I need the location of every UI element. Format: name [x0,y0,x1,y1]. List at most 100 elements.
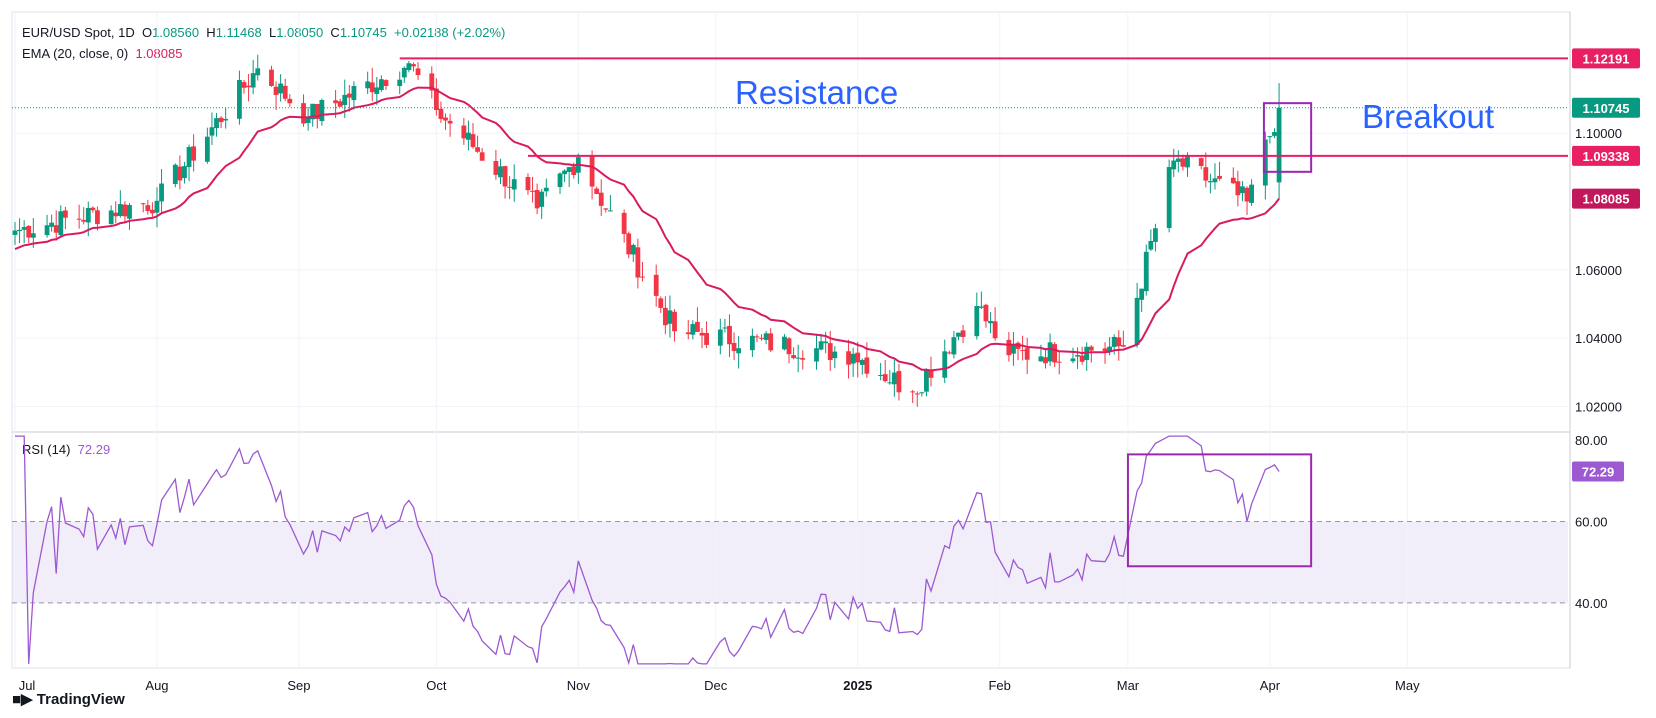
candle [246,85,251,88]
candle [685,332,691,335]
candle [919,392,925,394]
candle [1056,361,1062,363]
price-label: 1.12191 [1583,51,1630,66]
high-value: 1.11468 [215,25,262,40]
candle [653,274,659,296]
candle [461,125,467,139]
candle [782,336,787,350]
candle [273,86,279,95]
candle [942,351,948,378]
candle [1075,355,1080,357]
candle [379,79,384,90]
candle [924,370,929,392]
candle [255,68,261,76]
candle [846,351,851,365]
candle [30,233,36,238]
candle [594,188,600,194]
candle [699,332,705,336]
candle [1267,136,1273,138]
candle [754,336,760,338]
candle [1038,356,1044,362]
candle [1047,342,1053,362]
rsi-value-tag-label: 72.29 [1582,465,1615,480]
candle [479,152,485,161]
candle [397,79,403,86]
candle [433,88,439,110]
candle [1175,158,1181,162]
candle [26,225,32,238]
candle [1203,167,1209,181]
chart-header: EUR/USD Spot, 1D O1.08560 H1.11468 L1.08… [22,25,505,40]
candle [525,176,531,191]
x-tick-label: Dec [704,678,728,693]
tradingview-logo: ■▶ TradingView [12,690,125,708]
candle [250,73,256,88]
open-value: 1.08560 [152,25,200,40]
candle [1235,181,1241,196]
candle [447,120,453,124]
candle [507,186,513,188]
candle [1217,175,1222,179]
rsi-tick-label: 40.00 [1575,596,1608,611]
candle [443,117,448,121]
rsi-tick-label: 60.00 [1575,515,1608,530]
candle [791,355,796,359]
candle [127,205,132,219]
candle [76,218,82,220]
candle [145,205,151,212]
candle [1166,167,1172,229]
candle [333,100,338,104]
candles-layer [12,54,1282,407]
candle [690,324,696,335]
ema-value: 1.08085 [135,46,183,61]
x-tick-label: Apr [1260,678,1281,693]
open-label: O [141,25,153,40]
candle [117,204,123,216]
candle [154,200,160,213]
x-tick-label: Sep [287,678,310,693]
candle [626,233,632,255]
candle [1043,357,1048,364]
candle [287,98,293,104]
y-tick-label: 1.06000 [1575,263,1622,278]
rsi-tick-label: 80.00 [1575,433,1608,448]
candle [887,382,893,384]
candle [566,167,572,172]
candle [438,108,444,119]
candle [800,358,806,360]
candle [493,160,499,175]
candle [749,335,755,351]
candle [891,372,897,385]
symbol-title[interactable]: EUR/USD Spot, 1D [22,25,135,40]
candle [1171,160,1177,170]
candle [827,343,833,360]
candle [1139,288,1145,300]
high-label: H [206,25,216,40]
candle [534,189,540,209]
ema-legend[interactable]: EMA (20, close, 0) 1.08085 [22,46,182,61]
candle [1272,132,1277,136]
candle [983,304,989,322]
candle [182,166,187,179]
candle [530,190,535,192]
rsi-legend[interactable]: RSI (14) 72.29 [22,442,110,457]
candle [1249,184,1254,203]
candle [589,156,595,187]
candle [855,352,861,363]
candle [878,374,884,376]
candle [717,329,723,346]
y-tick-label: 1.02000 [1575,399,1622,414]
candle [818,341,824,350]
candle [630,244,636,255]
candle [557,173,563,188]
candle [172,164,178,185]
candle [411,64,416,67]
candle [992,321,998,339]
candle [314,104,320,119]
candle [1120,345,1126,347]
candle [108,210,114,225]
candle [186,147,192,168]
price-label-tag [1572,188,1640,209]
candle [960,330,966,337]
